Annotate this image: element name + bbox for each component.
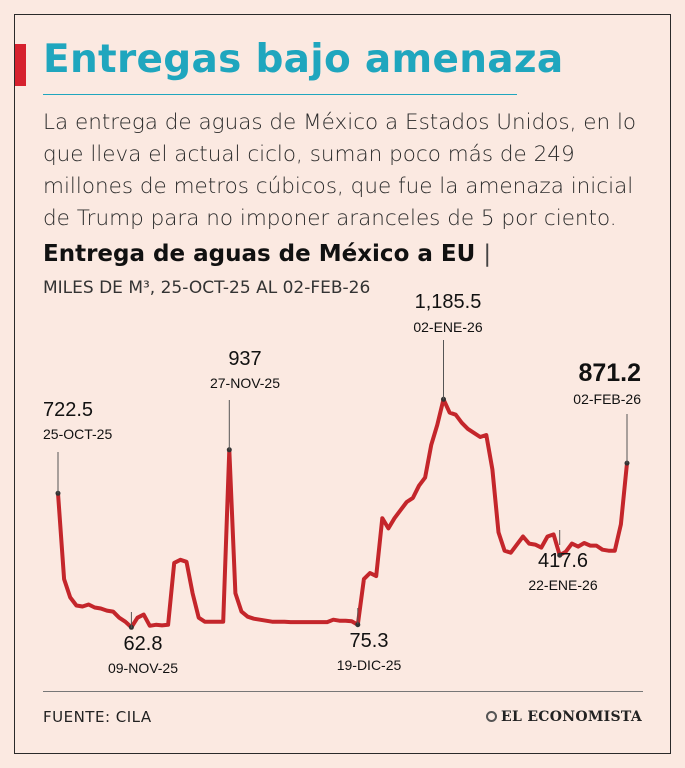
chart-title-text: Entrega de aguas de México a EU: [43, 241, 476, 267]
annotation-date: 19-DIC-25: [337, 657, 402, 673]
annotation-value: 722.5: [43, 399, 93, 421]
annotation-value: 871.2: [578, 359, 641, 387]
annotation-value: 937: [228, 348, 261, 370]
annotation-date: 22-ENE-26: [528, 577, 597, 593]
annotation-value: 417.6: [538, 550, 588, 572]
annotation-date: 02-ENE-26: [413, 319, 482, 335]
footer-rule: [43, 691, 643, 692]
annotation-date: 02-FEB-26: [573, 391, 641, 407]
chart-title: Entrega de aguas de México a EU |: [43, 241, 491, 267]
brand-logo: EL ECONOMISTA: [486, 709, 642, 725]
series-line: [56, 397, 629, 630]
annotation-date: 27-NOV-25: [210, 375, 280, 391]
annotation-marker: [355, 622, 361, 628]
source-note: FUENTE: CILA: [43, 708, 152, 726]
annotation-date: 25-OCT-25: [43, 426, 112, 442]
annotation-date: 09-NOV-25: [108, 660, 178, 676]
brand-globe-icon: [486, 711, 498, 722]
title-accent-bar: [15, 44, 26, 86]
infographic-frame: Entregas bajo amenaza La entrega de agua…: [14, 14, 671, 754]
annotation-value: 1,185.5: [415, 291, 482, 313]
annotation-marker: [226, 447, 232, 453]
annotation-value: 75.3: [350, 630, 389, 652]
annotation-value: 62.8: [124, 633, 163, 655]
brand-name: EL ECONOMISTA: [501, 709, 642, 725]
annotation-marker: [557, 552, 563, 558]
chart-subtitle: MILES DE M³, 25-OCT-25 AL 02-FEB-26: [43, 278, 371, 298]
headline: Entregas bajo amenaza: [43, 37, 564, 82]
chart-title-separator: |: [483, 241, 492, 267]
intro-text: La entrega de aguas de México a Estados …: [43, 110, 637, 231]
headline-underline: [43, 94, 517, 95]
